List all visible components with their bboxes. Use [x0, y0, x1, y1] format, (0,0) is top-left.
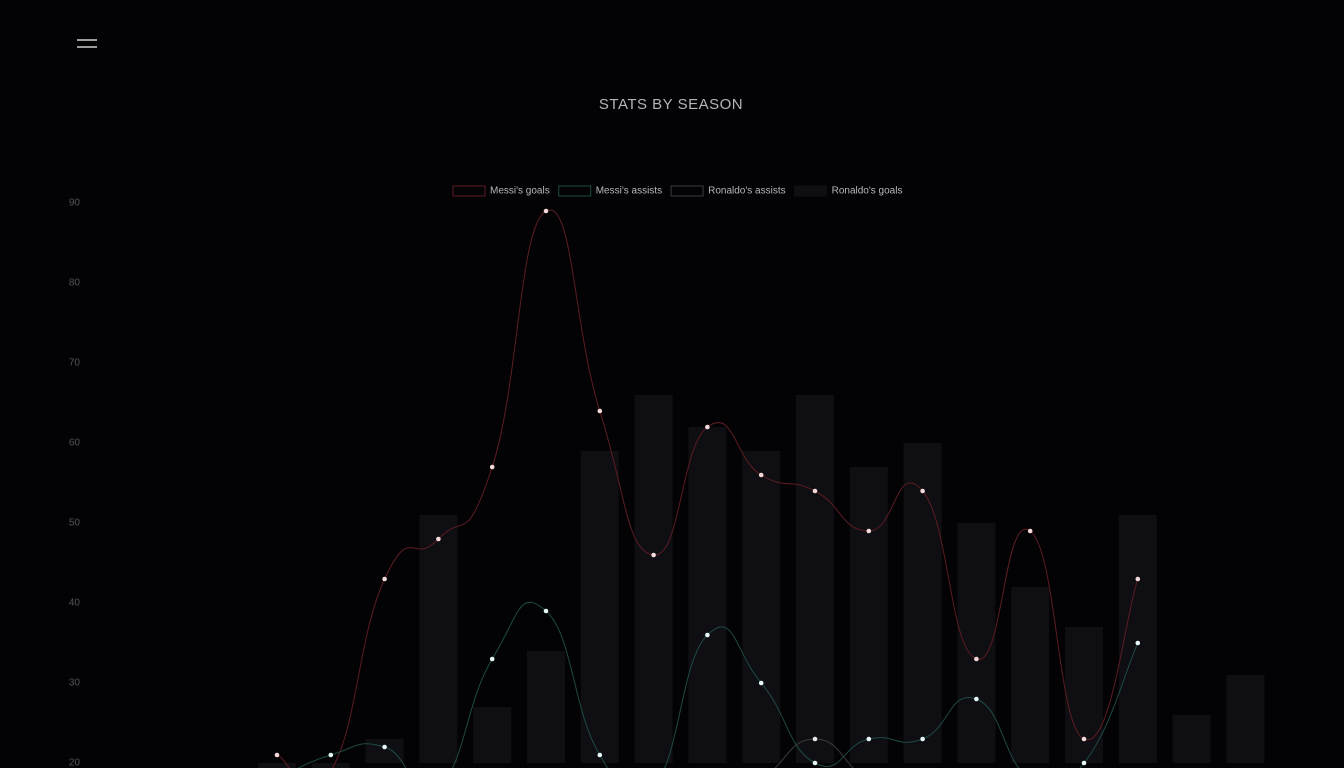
point	[489, 656, 495, 662]
bar	[634, 395, 673, 763]
bar	[957, 523, 996, 763]
point	[543, 608, 549, 614]
y-tick-label: 40	[69, 598, 81, 609]
y-tick-label: 20	[69, 758, 81, 768]
point	[866, 736, 872, 742]
legend-swatch	[794, 185, 828, 197]
y-tick-label: 50	[69, 518, 81, 529]
bar	[419, 515, 458, 763]
point	[651, 552, 656, 558]
bar	[527, 651, 565, 763]
point	[1135, 576, 1141, 582]
legend-swatch	[670, 185, 704, 197]
legend-item[interactable]: Messi's goals	[452, 185, 550, 197]
bar	[903, 443, 942, 763]
legend-label: Messi's assists	[596, 186, 662, 197]
y-tick-label: 90	[69, 198, 81, 209]
chart-title: STATS BY SEASON	[599, 96, 743, 113]
point	[274, 752, 280, 758]
legend-item[interactable]: Ronaldo's assists	[670, 185, 786, 197]
menu-icon[interactable]	[74, 32, 102, 52]
legend-swatch	[558, 185, 592, 197]
bar	[1172, 715, 1211, 763]
point	[705, 424, 710, 430]
legend-swatch	[452, 185, 486, 197]
point	[382, 576, 387, 582]
menu-hitbox[interactable]	[74, 32, 102, 52]
legend-label: Messi's goals	[490, 186, 550, 197]
point	[974, 656, 979, 662]
bar	[365, 739, 404, 763]
bar	[796, 395, 834, 763]
point	[1027, 528, 1033, 534]
y-tick-label: 70	[69, 358, 81, 369]
y-tick-label: 60	[69, 438, 81, 449]
point	[543, 208, 549, 214]
bar	[688, 427, 727, 763]
point	[920, 488, 925, 494]
y-tick-label: 30	[69, 678, 81, 689]
point	[1081, 760, 1087, 766]
point	[866, 528, 872, 534]
point	[812, 488, 818, 494]
bar	[1118, 515, 1157, 763]
point	[758, 472, 764, 478]
bar	[849, 467, 888, 763]
bar	[1226, 675, 1265, 763]
bar	[742, 451, 781, 763]
legend-item[interactable]: Messi's assists	[558, 185, 662, 197]
bar	[258, 763, 296, 768]
legend-item[interactable]: Ronaldo's goals	[794, 185, 903, 197]
point	[597, 752, 603, 758]
legend-label: Ronaldo's assists	[708, 186, 786, 197]
point	[920, 736, 925, 742]
legend-label: Ronaldo's goals	[832, 186, 903, 197]
y-tick-label: 80	[69, 278, 81, 289]
point	[1081, 736, 1087, 742]
bar	[580, 451, 619, 763]
point	[758, 680, 764, 686]
point	[974, 696, 979, 702]
point	[328, 752, 334, 758]
bar	[1011, 587, 1050, 763]
point	[597, 408, 603, 414]
point	[489, 464, 495, 470]
point	[436, 536, 441, 542]
point	[1135, 640, 1141, 646]
point	[705, 632, 710, 638]
bar	[473, 707, 512, 763]
point	[812, 760, 818, 766]
bar	[311, 763, 350, 768]
line	[276, 209, 1139, 768]
line	[297, 601, 1139, 768]
point	[382, 744, 387, 750]
point	[812, 736, 818, 742]
